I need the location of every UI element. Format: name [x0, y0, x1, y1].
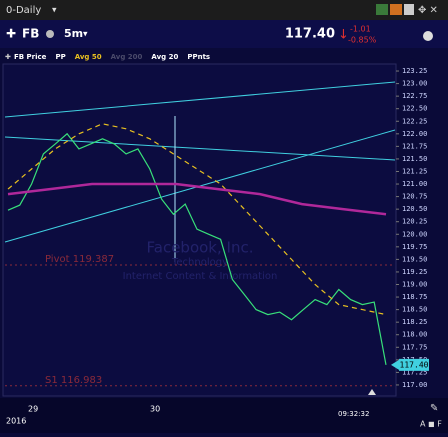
price-tag [399, 358, 429, 371]
y-tick-label: 122.75 [402, 92, 427, 100]
series-line [7, 132, 387, 366]
trend-line [4, 81, 396, 118]
watermark: Facebook, Inc. [147, 239, 254, 257]
legend-item: Avg 200 [111, 53, 143, 61]
y-tick-label: 118.50 [402, 306, 427, 314]
y-tick-label: 122.50 [402, 105, 427, 113]
top-bar [0, 0, 448, 20]
y-tick-label: 117.00 [402, 381, 427, 389]
apple-icon [46, 30, 54, 38]
down-arrow: ↓ [338, 28, 349, 43]
settings-icon[interactable] [423, 31, 433, 41]
legend-icon: ✚ [5, 53, 11, 61]
y-tick-label: 123.25 [402, 67, 427, 75]
y-tick-label: 122.25 [402, 117, 427, 125]
view-selector[interactable]: 0-Daily [6, 5, 41, 16]
year-label: 2016 [6, 417, 26, 426]
icon[interactable] [404, 4, 414, 15]
draw-icon[interactable]: ✎ [430, 403, 438, 414]
y-tick-label: 118.00 [402, 331, 427, 339]
price-tag-arrow [391, 359, 399, 370]
change-pct: -0.85% [348, 36, 377, 45]
time-label: 09:32:32 [338, 410, 369, 418]
symbol[interactable]: FB [22, 27, 39, 41]
icon[interactable] [390, 4, 402, 15]
legend-item: PPnts [187, 53, 210, 61]
y-tick-label: 123.00 [402, 80, 427, 88]
watermark: Technology [171, 257, 228, 268]
icon[interactable]: ✥ ✕ [418, 5, 438, 16]
scroll-marker[interactable] [368, 389, 376, 395]
trend-line [4, 136, 396, 161]
y-tick-label: 119.50 [402, 255, 427, 263]
y-tick-label: 117.75 [402, 343, 427, 351]
add-icon[interactable]: ✚ [6, 27, 16, 41]
y-tick-label: 120.75 [402, 193, 427, 201]
legend-item: Avg 20 [151, 53, 178, 61]
series-line [7, 123, 387, 316]
y-tick-label: 120.50 [402, 205, 427, 213]
x-tick-label: 30 [150, 405, 160, 414]
time-axis [0, 398, 448, 433]
y-tick-label: 122.00 [402, 130, 427, 138]
level-label: S1 116.983 [45, 375, 102, 386]
legend-item: Avg 50 [75, 53, 102, 61]
legend-item: FB Price [14, 53, 47, 61]
y-tick-label: 121.50 [402, 155, 427, 163]
quote-bar [0, 20, 448, 48]
y-tick-label: 121.25 [402, 167, 427, 175]
scale-buttons[interactable]: A ◼ F [420, 420, 442, 429]
y-tick-label: 119.75 [402, 243, 427, 251]
y-tick-label: 118.75 [402, 293, 427, 301]
level-label: Pivot 119.387 [45, 254, 114, 265]
y-tick-label: 120.00 [402, 230, 427, 238]
y-tick-label: 120.25 [402, 218, 427, 226]
change: -1.01 [350, 25, 371, 34]
icon[interactable] [376, 4, 388, 15]
dropdown-arrow[interactable]: ▾ [83, 30, 88, 40]
series-line [7, 182, 387, 216]
interval[interactable]: 5m [64, 27, 83, 40]
dropdown-arrow[interactable]: ▾ [52, 6, 57, 16]
legend: FB Price PP Avg 50 Avg 200 Avg 20 PPnts [14, 53, 210, 61]
y-tick-label: 121.00 [402, 180, 427, 188]
y-tick-label: 119.00 [402, 280, 427, 288]
y-tick-label: 117.25 [402, 368, 427, 376]
last-price: 117.40 [285, 27, 335, 42]
x-tick-label: 29 [28, 405, 38, 414]
price-tag-label: 117.40 [400, 360, 429, 369]
y-tick-label: 119.25 [402, 268, 427, 276]
watermark: Internet Content & Information [123, 271, 278, 282]
plot: Facebook, Inc.Technology Internet Content… [4, 81, 396, 387]
y-tick-label: 118.25 [402, 318, 427, 326]
legend-item: PP [55, 53, 65, 61]
legend-bar [0, 48, 448, 64]
y-tick-label: 121.75 [402, 142, 427, 150]
